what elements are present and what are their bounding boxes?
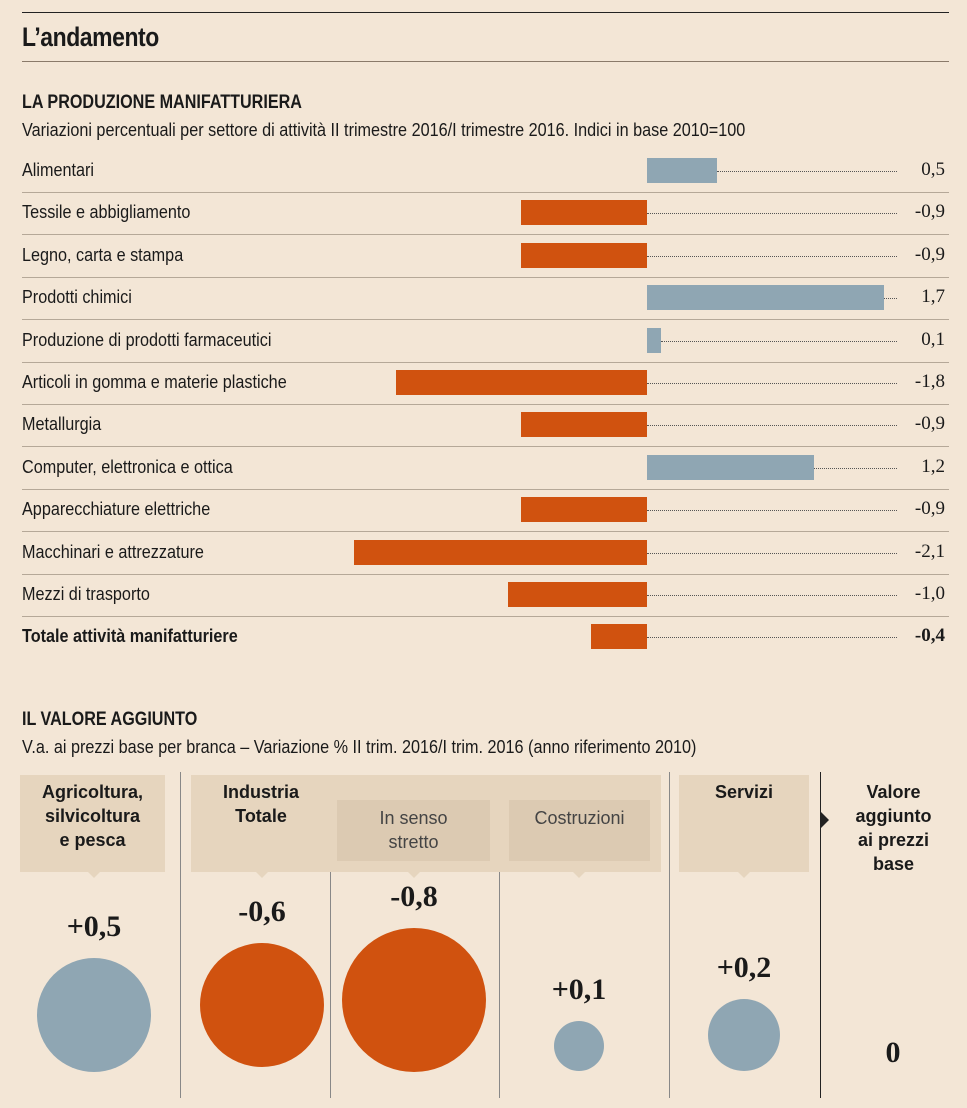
top-rule	[22, 12, 949, 13]
bar-label: Articoli in gomma e materie plastiche	[22, 372, 287, 392]
bubble-value: +0,1	[551, 972, 607, 1006]
leader-line	[884, 298, 897, 300]
bar-label: Tessile e abbigliamento	[22, 202, 191, 223]
bar	[354, 539, 647, 565]
column-header: Agricoltura, silvicoltura e pesca	[41, 782, 143, 850]
bar	[395, 370, 647, 395]
bar-value: -2,1	[914, 540, 945, 562]
row-divider	[22, 276, 949, 278]
bar-value: 1,7	[921, 286, 945, 308]
bar-value: -1,0	[914, 583, 945, 604]
leader-line	[647, 383, 897, 384]
bar-value: -0,9	[914, 201, 945, 223]
header-box	[20, 775, 165, 872]
bar-label: Prodotti chimici	[22, 287, 132, 308]
bar	[647, 285, 885, 311]
bar-label: Produzione di prodotti farmaceutici	[22, 329, 272, 350]
header-box	[509, 800, 650, 861]
bar	[647, 158, 717, 183]
bar	[507, 582, 647, 607]
bar	[521, 412, 647, 438]
leader-line	[814, 467, 897, 469]
bar-label: Macchinari e attrezzature	[22, 541, 204, 562]
bubble-value: -0,6	[238, 894, 286, 928]
bar	[591, 624, 647, 650]
pointer-notch	[88, 872, 100, 878]
leader-line	[660, 340, 897, 342]
bar-value: -1,8	[914, 371, 945, 392]
bar-label: Totale attività manifatturiere	[22, 626, 238, 647]
column-divider	[180, 772, 181, 1098]
column-header: Industria Totale	[222, 782, 299, 826]
column-divider	[820, 772, 821, 1098]
row-divider	[22, 234, 949, 236]
row-divider	[22, 319, 949, 321]
leader-line	[647, 255, 897, 257]
row-divider	[22, 573, 949, 575]
production-title: LA PRODUZIONE MANIFATTURIERA	[22, 92, 302, 113]
leader-line	[647, 552, 897, 554]
row-divider	[22, 361, 949, 363]
bar-label: Legno, carta e stampa	[22, 244, 184, 265]
pointer-notch	[573, 872, 585, 878]
bar-label: Alimentari	[22, 160, 95, 180]
pointer-notch	[256, 872, 268, 878]
production-subtitle: Variazioni percentuali per settore di at…	[22, 120, 746, 140]
header-box	[337, 800, 490, 861]
total-header: Valore aggiunto ai prezzi base	[855, 782, 932, 874]
bar-label: Computer, elettronica e ottica	[22, 456, 233, 477]
leader-line	[647, 510, 897, 512]
arrow-icon	[821, 812, 829, 828]
column-header: In senso stretto	[379, 808, 448, 852]
bubble	[37, 958, 151, 1072]
bar	[521, 242, 647, 268]
pointer-notch	[408, 872, 420, 878]
bar-label: Metallurgia	[22, 414, 102, 435]
leader-line	[647, 637, 897, 639]
row-divider	[22, 488, 949, 490]
bar-value: 0,5	[921, 159, 945, 180]
bubble	[553, 1020, 605, 1072]
row-divider	[22, 616, 949, 617]
bar	[521, 200, 647, 226]
bubble	[708, 999, 780, 1071]
pointer-notch	[738, 872, 750, 878]
bubble	[199, 942, 325, 1068]
row-divider	[22, 531, 949, 533]
bar-value: 1,2	[921, 455, 945, 477]
page-title: L’andamento	[22, 22, 159, 52]
value-added-title: IL VALORE AGGIUNTO	[22, 709, 198, 730]
header-box	[679, 775, 809, 872]
row-divider	[22, 192, 949, 193]
column-divider	[499, 800, 500, 1098]
column-header: Costruzioni	[534, 808, 625, 828]
row-divider	[22, 446, 949, 448]
bar-value: -0,4	[914, 625, 945, 647]
title-rule	[22, 61, 949, 62]
bubble-value: +0,5	[66, 910, 122, 944]
bar-label: Mezzi di trasporto	[22, 584, 150, 604]
total-value: 0	[885, 1036, 901, 1069]
bar-label: Apparecchiature elettriche	[22, 499, 211, 520]
leader-line	[647, 213, 897, 215]
bar-value: 0,1	[921, 328, 945, 350]
column-divider	[669, 772, 670, 1098]
bubble-value: +0,2	[716, 951, 772, 984]
bar	[521, 497, 647, 523]
bar-value: -0,9	[914, 413, 945, 435]
column-divider	[330, 800, 331, 1098]
bubble-value: -0,8	[390, 880, 438, 913]
leader-line	[647, 425, 897, 427]
column-header: Servizi	[714, 782, 774, 802]
bar-value: -0,9	[914, 498, 945, 520]
bar	[647, 327, 661, 353]
row-divider	[22, 404, 949, 405]
leader-line	[647, 595, 897, 596]
leader-line	[716, 171, 897, 172]
bar	[647, 454, 815, 480]
bar-value: -0,9	[914, 243, 945, 265]
bubble	[342, 928, 486, 1072]
value-added-subtitle: V.a. ai prezzi base per branca – Variazi…	[22, 737, 697, 757]
